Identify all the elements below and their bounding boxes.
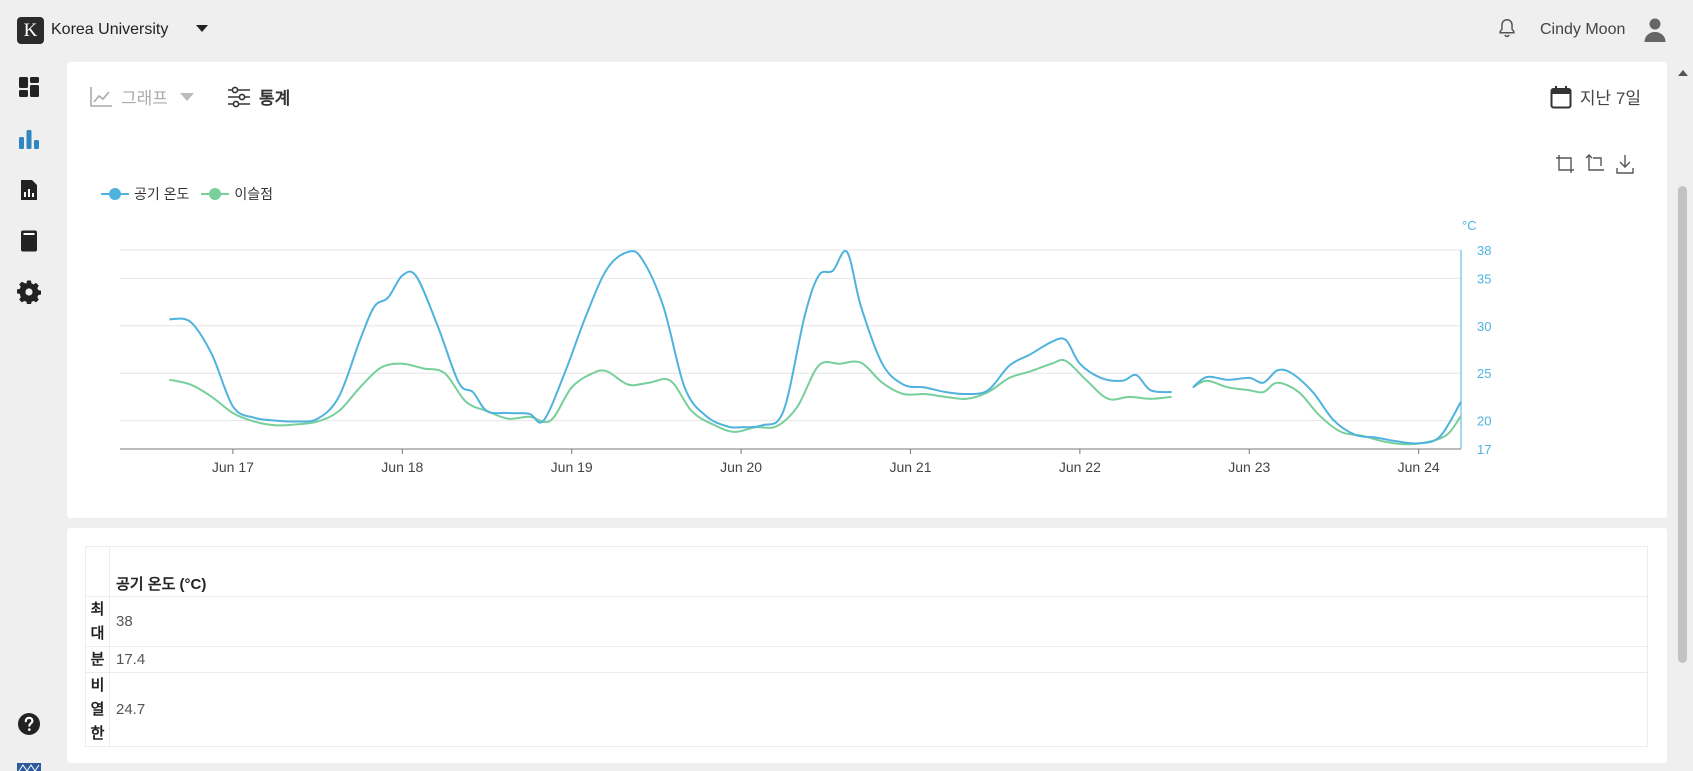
- x-tick-label: Jun 18: [381, 459, 423, 475]
- air-temp-series-line: [169, 249, 1172, 429]
- table-row: 분 17.4: [85, 646, 1648, 673]
- org-dropdown-chevron-icon[interactable]: [196, 25, 208, 32]
- y-axis-unit-label: °C: [1462, 218, 1477, 233]
- stats-corner-cell: [85, 546, 110, 597]
- zoom-reset-icon[interactable]: [1585, 154, 1605, 174]
- help-icon[interactable]: [17, 712, 41, 736]
- stats-row-label: 분: [85, 646, 110, 673]
- legend-label-air-temp: 공기 온도: [134, 186, 190, 202]
- date-range-label: 지난 7일: [1579, 89, 1641, 108]
- x-tick-label: Jun 19: [551, 459, 593, 475]
- line-chart-icon: [90, 86, 112, 107]
- download-icon[interactable]: [1615, 154, 1635, 174]
- gear-icon[interactable]: [17, 280, 41, 304]
- stats-value-mean: 24.7: [109, 672, 1648, 747]
- chart-legend: 공기 온도 이슬점: [101, 184, 273, 204]
- sliders-icon: [228, 86, 250, 107]
- report-icon[interactable]: [17, 178, 41, 202]
- stats-value-min: 17.4: [109, 646, 1648, 673]
- chart-toolbox: [1555, 154, 1635, 174]
- chart-card: 17 20 25 30 35 38 °C Jun 17 Jun 18 Jun 19 Jun 20 Ju…: [67, 62, 1667, 518]
- stats-view-label: 통계: [259, 89, 291, 108]
- x-tick-label: Jun 17: [212, 459, 254, 475]
- calendar-icon: [1550, 85, 1572, 108]
- y-tick-label: 25: [1477, 366, 1491, 381]
- dashboard-icon[interactable]: [17, 75, 41, 99]
- top-bar: K Korea University Cindy Moon: [0, 0, 1693, 60]
- device-icon[interactable]: [17, 229, 41, 253]
- y-tick-label: 17: [1477, 442, 1491, 457]
- date-range-picker[interactable]: 지난 7일: [1550, 84, 1641, 109]
- temperature-line-chart: 17 20 25 30 35 38°C Jun 17 Jun 18 Jun 19 Jun 20 Ju…: [120, 218, 1491, 475]
- legend-symbol-air-temp: [101, 187, 129, 201]
- org-logo: K: [17, 17, 44, 44]
- scroll-up-arrow-icon[interactable]: [1678, 70, 1688, 76]
- graph-view-label: 그래프: [121, 89, 168, 108]
- legend-label-dew-point: 이슬점: [234, 186, 274, 202]
- graph-view-dropdown[interactable]: 그래프: [89, 84, 194, 109]
- legend-symbol-dew-point: [201, 187, 230, 201]
- x-tick-label: Jun 21: [889, 459, 931, 475]
- zoom-crop-icon[interactable]: [1555, 154, 1575, 174]
- air-temp-series-line: [1192, 368, 1462, 445]
- x-tick-label: Jun 22: [1059, 459, 1101, 475]
- org-name[interactable]: Korea University: [51, 21, 169, 38]
- partner-logo-icon: [17, 763, 41, 771]
- y-tick-label: 20: [1477, 414, 1491, 429]
- x-tick-label: Jun 23: [1228, 459, 1270, 475]
- stats-view-button[interactable]: 통계: [227, 84, 290, 109]
- user-avatar-icon[interactable]: [1643, 17, 1667, 43]
- bell-icon[interactable]: [1496, 16, 1518, 40]
- user-name[interactable]: Cindy Moon: [1540, 21, 1626, 38]
- stats-column-header: 공기 온도 (°C): [109, 546, 1648, 597]
- y-tick-label: 35: [1477, 271, 1491, 286]
- y-tick-label: 30: [1477, 319, 1491, 334]
- bar-chart-icon[interactable]: [17, 127, 41, 151]
- stats-value-max: 38: [109, 596, 1648, 647]
- legend-item-air-temp[interactable]: 공기 온도: [101, 184, 189, 204]
- x-tick-label: Jun 20: [720, 459, 762, 475]
- dew-point-series-line: [169, 358, 1172, 433]
- caret-down-icon: [179, 92, 194, 101]
- stats-header-row: 공기 온도 (°C): [85, 546, 1648, 597]
- legend-item-dew-point[interactable]: 이슬점: [201, 184, 273, 204]
- sidebar: [0, 60, 58, 771]
- x-tick-label: Jun 24: [1398, 459, 1440, 475]
- y-tick-label: 38: [1477, 243, 1491, 258]
- scroll-thumb[interactable]: [1678, 186, 1687, 663]
